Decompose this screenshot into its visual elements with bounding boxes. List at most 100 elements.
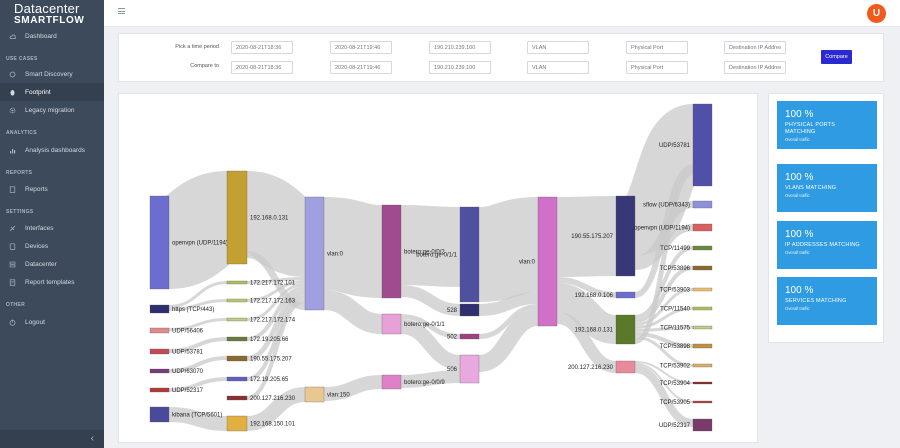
sankey-node-ip1[interactable] — [226, 170, 248, 265]
sidebar-item-dashboard[interactable]: Dashboard — [0, 27, 104, 45]
compare-start-time-input[interactable] — [231, 61, 293, 74]
sankey-link[interactable] — [246, 283, 306, 321]
sidebar-item-datacenter[interactable]: Datacenter — [0, 255, 104, 273]
sankey-node-vlan0[interactable] — [304, 196, 325, 311]
sankey-link[interactable] — [634, 326, 694, 332]
sankey-link[interactable] — [246, 290, 306, 361]
compare-button[interactable]: Compare — [821, 50, 852, 64]
compare-destination-ip-input[interactable] — [724, 61, 786, 74]
sankey-link[interactable] — [634, 164, 694, 298]
sankey-node-o1[interactable] — [692, 103, 713, 187]
sankey-link[interactable] — [556, 196, 617, 277]
sankey-node-o11[interactable] — [692, 381, 713, 385]
sidebar-item-logout[interactable]: Logout — [0, 313, 104, 331]
sankey-node-bot02[interactable] — [381, 204, 402, 299]
sankey-link[interactable] — [246, 387, 306, 431]
sidebar-item-analysis-dashboards[interactable]: Analysis dashboards — [0, 141, 104, 159]
sankey-link[interactable] — [161, 171, 235, 289]
sankey-link[interactable] — [400, 285, 461, 316]
sankey-link[interactable] — [168, 281, 228, 308]
physical-port-input[interactable] — [626, 41, 688, 54]
sankey-node-o5[interactable] — [692, 265, 713, 271]
sankey-link[interactable] — [478, 304, 539, 339]
sankey-link[interactable] — [246, 286, 306, 341]
sankey-link[interactable] — [556, 277, 617, 298]
vlan-input[interactable] — [527, 41, 589, 54]
sankey-node-udp52317s[interactable] — [149, 387, 170, 393]
collapse-sidebar-button[interactable]: ‹ — [0, 430, 104, 448]
sankey-link[interactable] — [168, 299, 228, 311]
sankey-link[interactable] — [323, 290, 383, 334]
sankey-node-p502[interactable] — [459, 333, 480, 340]
compare-ip-address-input[interactable] — [429, 61, 491, 74]
user-avatar[interactable]: U — [867, 4, 886, 23]
sankey-node-o9[interactable] — [692, 343, 713, 349]
ip-addresses-stat[interactable]: 100 % IP ADDRESSES MATCHING Overall traf… — [777, 221, 877, 269]
sankey-node-udp63070[interactable] — [149, 368, 170, 374]
sankey-node-bot09[interactable] — [381, 374, 402, 390]
sidebar-item-legacy-migration[interactable]: Legacy migration — [0, 101, 104, 119]
sankey-node-openvpn[interactable] — [149, 195, 170, 290]
sidebar-item-reports[interactable]: Reports — [0, 180, 104, 198]
sankey-link[interactable] — [322, 197, 384, 298]
sankey-link[interactable] — [634, 288, 694, 326]
sidebar-item-interfaces[interactable]: Interfaces — [0, 219, 104, 237]
sankey-node-o4[interactable] — [692, 245, 713, 251]
sidebar-item-smart-discovery[interactable]: Smart Discovery — [0, 65, 104, 83]
sankey-node-r3[interactable] — [615, 314, 636, 345]
sankey-node-o13[interactable] — [692, 418, 713, 432]
sankey-node-r1[interactable] — [615, 195, 636, 277]
sankey-link[interactable] — [400, 205, 461, 287]
sankey-link[interactable] — [168, 318, 228, 331]
sankey-link[interactable] — [634, 361, 694, 384]
sankey-link[interactable] — [634, 363, 694, 403]
sankey-node-r2[interactable] — [615, 291, 636, 299]
sankey-link[interactable] — [242, 171, 310, 277]
compare-end-time-input[interactable] — [330, 61, 392, 74]
sankey-node-vlan150[interactable] — [304, 386, 325, 403]
sankey-link[interactable] — [246, 295, 306, 381]
sankey-link[interactable] — [323, 375, 383, 401]
sankey-link[interactable] — [555, 283, 618, 344]
sankey-node-o12[interactable] — [692, 400, 713, 404]
sankey-node-ip8[interactable] — [226, 395, 248, 401]
hamburger-menu-icon[interactable] — [118, 8, 125, 14]
destination-ip-input[interactable] — [724, 41, 786, 54]
sankey-node-ip7[interactable] — [226, 376, 248, 382]
sankey-node-p506[interactable] — [459, 354, 480, 384]
sankey-node-o10[interactable] — [692, 363, 713, 368]
sankey-node-o6[interactable] — [692, 287, 713, 292]
sankey-node-ip2[interactable] — [226, 280, 248, 285]
sankey-node-ip6[interactable] — [226, 355, 248, 362]
physical-ports-stat[interactable]: 100 % PHYSICAL PORTS MATCHING Overall tra… — [777, 101, 877, 149]
sankey-link[interactable] — [168, 407, 228, 431]
sidebar-item-devices[interactable]: Devices — [0, 237, 104, 255]
start-time-input[interactable] — [231, 41, 293, 54]
sankey-link[interactable] — [246, 280, 306, 302]
sankey-link[interactable] — [556, 312, 617, 373]
sankey-link[interactable] — [634, 170, 694, 344]
sankey-link[interactable] — [634, 365, 694, 427]
sankey-node-vlan0b[interactable] — [537, 196, 558, 327]
sankey-link[interactable] — [168, 337, 228, 353]
sankey-node-https[interactable] — [149, 304, 170, 314]
sankey-link[interactable] — [168, 377, 228, 392]
ip-address-input[interactable] — [429, 41, 491, 54]
sankey-node-kibana[interactable] — [149, 406, 170, 423]
sankey-link[interactable] — [400, 370, 461, 388]
sidebar-item-report-templates[interactable]: Report templates — [0, 273, 104, 291]
sankey-link[interactable] — [634, 266, 694, 323]
sankey-link[interactable] — [168, 356, 228, 373]
sankey-node-o7[interactable] — [692, 306, 713, 311]
sankey-node-bot11[interactable] — [381, 313, 402, 335]
sankey-link[interactable] — [477, 309, 540, 372]
sankey-link[interactable] — [621, 104, 707, 256]
sankey-link[interactable] — [478, 292, 539, 316]
sankey-link[interactable] — [634, 246, 694, 319]
sankey-node-o8[interactable] — [692, 325, 713, 330]
app-logo[interactable]: Datacenter SMARTFLOW — [0, 0, 104, 28]
sidebar-item-footprint[interactable]: Footprint — [0, 83, 104, 101]
sankey-node-ip9[interactable] — [226, 415, 248, 432]
services-stat[interactable]: 100 % SERVICES MATCHING Overall traffic — [777, 277, 877, 325]
sankey-node-ip3[interactable] — [226, 298, 248, 303]
